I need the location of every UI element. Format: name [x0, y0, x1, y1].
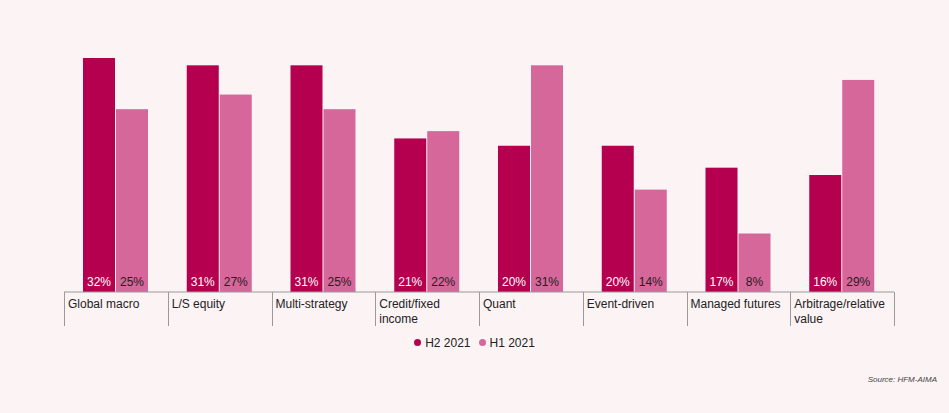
legend-item: H1 2021 [479, 336, 535, 350]
data-label: 8% [746, 275, 764, 289]
data-label: 32% [87, 275, 111, 289]
bar [706, 168, 738, 292]
legend-item: H2 2021 [414, 336, 470, 350]
bar [602, 146, 634, 292]
chart-root: 32% 31% 31% 21% 20% 20% 17% 16% 25% 27% 25% 22% 31% 1… [0, 0, 949, 413]
category-label: Credit/fixed income [379, 297, 477, 327]
bar [220, 95, 252, 292]
category-separator [790, 292, 791, 326]
data-label: 27% [224, 275, 248, 289]
category-separator [687, 292, 688, 326]
bar [809, 175, 841, 292]
category-label: Event-driven [587, 297, 685, 312]
legend-swatch [479, 339, 486, 346]
bar [427, 131, 459, 292]
legend-label: H1 2021 [490, 336, 535, 350]
category-separator [583, 292, 584, 326]
data-label: 21% [398, 275, 422, 289]
legend-label: H2 2021 [425, 336, 470, 350]
source-note: Source: HFM-AIMA [868, 375, 937, 384]
data-label: 25% [120, 275, 144, 289]
category-label: L/S equity [172, 297, 270, 312]
category-label: Quant [483, 297, 581, 312]
category-separator [168, 292, 169, 326]
category-label: Arbitrage/relative value [794, 297, 892, 327]
data-label: 31% [535, 275, 559, 289]
data-label: 29% [846, 275, 870, 289]
bar [324, 109, 356, 292]
category-separator [64, 292, 65, 326]
category-label: Global macro [68, 297, 166, 312]
bar [531, 65, 563, 292]
legend: H2 2021 H1 2021 [0, 336, 949, 350]
bar [83, 58, 115, 292]
category-separator [479, 292, 480, 326]
category-label: Multi-strategy [276, 297, 374, 312]
legend-swatch [414, 339, 421, 346]
chart-svg: 32% 31% 31% 21% 20% 20% 17% 16% 25% 27% 25% 22% 31% 1… [0, 0, 949, 413]
data-label: 16% [813, 275, 837, 289]
bar [291, 65, 323, 292]
bars [83, 58, 874, 292]
bar [635, 190, 667, 292]
category-separator [375, 292, 376, 326]
bar [498, 146, 530, 292]
category-separator [894, 292, 895, 326]
data-label: 14% [639, 275, 663, 289]
category-label: Managed futures [691, 297, 789, 312]
bar [187, 65, 219, 292]
data-label: 20% [502, 275, 526, 289]
data-label: 31% [191, 275, 215, 289]
data-label: 31% [294, 275, 318, 289]
bar [116, 109, 148, 292]
data-label: 20% [606, 275, 630, 289]
bar [842, 80, 874, 292]
data-label: 25% [327, 275, 351, 289]
data-label: 22% [431, 275, 455, 289]
bar [739, 234, 771, 293]
bar [394, 138, 426, 292]
data-labels: 32% 31% 31% 21% 20% 20% 17% 16% 25% 27% 25% 22% 31% 1… [87, 275, 871, 289]
data-label: 17% [709, 275, 733, 289]
category-separator [272, 292, 273, 326]
